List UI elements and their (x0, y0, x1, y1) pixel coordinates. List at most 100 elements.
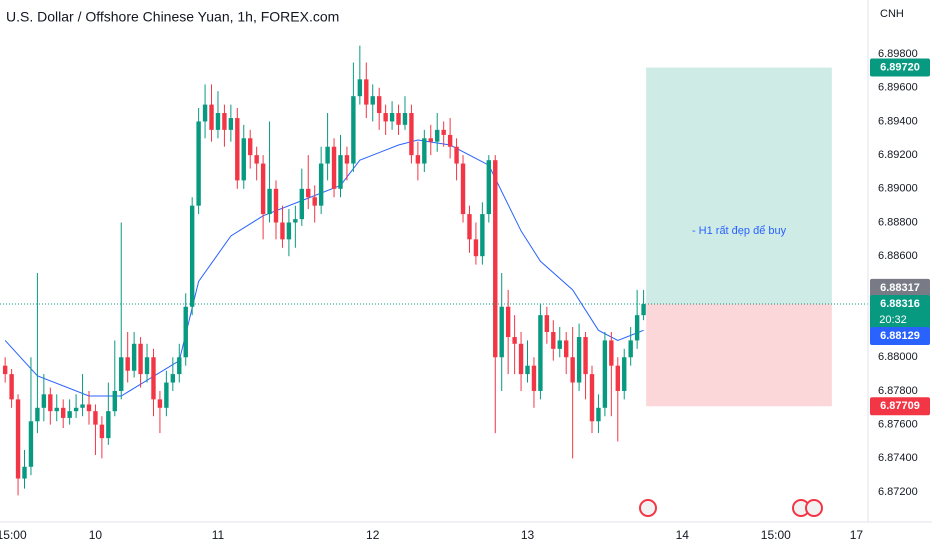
ma-tag: 6.88129 (880, 330, 920, 342)
event-icons (639, 499, 823, 517)
x-tick-label: 15:00 (761, 528, 791, 542)
candle-body (331, 146, 337, 189)
x-tick-label: 12 (366, 528, 380, 542)
candle-body (512, 337, 517, 344)
candle-body (73, 407, 79, 412)
y-tick-label: 6.88000 (878, 351, 918, 363)
candle-body (48, 394, 53, 412)
candle-body (435, 129, 440, 142)
candle-body (170, 374, 176, 383)
x-tick-label: 14 (676, 528, 690, 542)
candle-body (254, 155, 259, 164)
y-tick-label: 6.89400 (878, 115, 918, 127)
candle-body (22, 466, 27, 479)
candle-body (2, 365, 8, 375)
candle-body (157, 399, 163, 408)
profit-zone (646, 67, 832, 304)
candle-body (364, 79, 369, 105)
candle-body (454, 146, 459, 164)
event-icon[interactable] (805, 499, 823, 517)
candle-body (628, 340, 633, 358)
candle-body (222, 113, 227, 130)
y-tick-label: 6.89000 (878, 183, 918, 195)
candle-body (273, 188, 279, 223)
candle-body (138, 343, 143, 375)
last-price-tag-box (870, 295, 930, 330)
candle-body (260, 163, 266, 215)
candle-body (493, 160, 498, 358)
candle-body (531, 365, 537, 391)
candle-body (106, 411, 111, 439)
target-tag: 6.89720 (880, 61, 920, 73)
entry-tag: 6.88317 (880, 282, 920, 294)
candle-body (306, 188, 311, 198)
candle-body (41, 394, 47, 408)
candle-body (389, 113, 395, 122)
candle-body (112, 390, 117, 412)
stop-tag: 6.87709 (880, 400, 920, 412)
candle-body (376, 96, 382, 114)
candle-body (415, 155, 421, 164)
candle-body (183, 306, 188, 358)
candle-body (35, 407, 40, 422)
currency-label: CNH (880, 8, 904, 20)
candle-body (383, 113, 388, 122)
last-price-tag: 6.88316 (880, 298, 920, 310)
candle-body (93, 411, 98, 425)
candle-body (248, 138, 253, 156)
candle-body (299, 188, 305, 220)
candle-body (54, 407, 59, 412)
candle-body (241, 138, 246, 181)
candle-body (441, 129, 446, 135)
candle-body (467, 214, 472, 240)
y-tick-label: 6.89600 (878, 82, 918, 94)
entry-tag-box (870, 278, 930, 297)
candle-body (576, 337, 582, 383)
candle-body (325, 146, 330, 164)
x-tick-label: 11 (212, 528, 225, 542)
candle-body (228, 118, 234, 130)
y-tick-label: 6.88800 (878, 216, 918, 228)
candle-body (480, 214, 485, 257)
y-tick-label: 6.87400 (878, 452, 918, 464)
candle-body (28, 421, 34, 467)
candle-body (486, 160, 492, 215)
candle-body (286, 222, 292, 240)
candle-body (280, 222, 285, 240)
candle-body (131, 343, 137, 371)
candle-body (538, 315, 543, 391)
candle-body (67, 411, 72, 418)
candle-body (499, 306, 504, 358)
candle-body (557, 340, 562, 349)
candle-body (99, 424, 105, 439)
candle-body (338, 155, 343, 189)
candle-body (177, 357, 182, 375)
candle-body (312, 197, 317, 206)
candle-body (622, 357, 627, 391)
candle-body (144, 357, 150, 375)
candle-body (235, 118, 240, 181)
candle-body (60, 407, 66, 418)
candle-body (9, 374, 14, 400)
candle-body (563, 340, 569, 358)
candle-body (164, 382, 169, 408)
plot-area: - H1 rất đẹp để buy (0, 45, 868, 496)
y-tick-label: 6.89800 (878, 48, 918, 60)
countdown: 20:32 (879, 314, 907, 326)
y-tick-label: 6.87200 (878, 486, 918, 498)
candle-body (351, 96, 356, 164)
x-tick-label: 13 (521, 528, 535, 542)
event-icon[interactable] (639, 499, 657, 517)
y-tick-label: 6.88600 (878, 250, 918, 262)
y-tick-label: 6.87600 (878, 419, 918, 431)
candle-body (583, 337, 588, 375)
candle-body (344, 155, 350, 164)
candle-body (460, 163, 466, 215)
candle-body (125, 357, 130, 371)
candle-body (518, 343, 524, 375)
candle-body (615, 365, 620, 391)
candle-body (409, 113, 414, 156)
candle-body (422, 138, 427, 164)
y-tick-label: 6.89200 (878, 149, 918, 161)
